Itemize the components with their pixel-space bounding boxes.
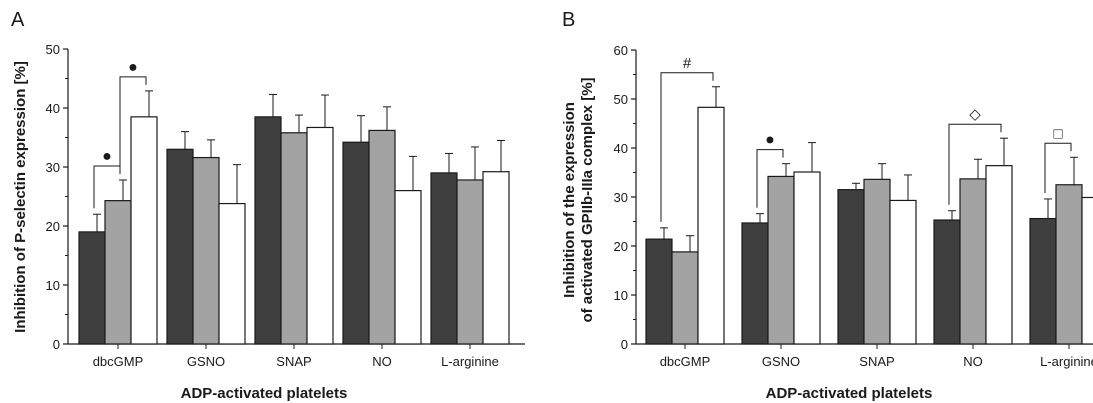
category-label-a: dbcGMP xyxy=(93,354,144,369)
chart-panel-a: 0 10 20 30 40 50 dbcGMP GSNO SNAP NO L-arginine ● ● xyxy=(46,42,525,369)
bar-a xyxy=(394,190,422,345)
category-label-b: dbcGMP xyxy=(660,354,711,369)
bar-a xyxy=(342,141,370,345)
bar-b xyxy=(767,175,795,345)
bar-a xyxy=(482,171,510,345)
bar-a xyxy=(430,172,458,345)
y-tick-label-b: 40 xyxy=(614,141,628,156)
bar-b xyxy=(741,222,769,345)
category-label-b: SNAP xyxy=(859,354,894,369)
significance-marker-b: ◇ xyxy=(969,106,981,123)
bar-a xyxy=(104,200,132,345)
bar-a xyxy=(130,116,158,345)
x-axis-label-a: ADP-activated platelets xyxy=(181,385,348,402)
category-label-b: NO xyxy=(963,354,983,369)
bar-b xyxy=(1081,196,1093,345)
y-tick-label-b: 0 xyxy=(621,337,628,352)
significance-marker-b: □ xyxy=(1053,125,1062,142)
y-tick-label-b: 20 xyxy=(614,239,628,254)
bar-a xyxy=(166,148,194,345)
bar-b xyxy=(863,178,891,345)
bar-b xyxy=(671,251,699,345)
bar-b xyxy=(1029,217,1057,345)
bar-a xyxy=(306,126,334,345)
y-tick-label-a: 40 xyxy=(46,101,60,116)
y-tick-label-a: 10 xyxy=(46,278,60,293)
bar-b xyxy=(985,165,1013,345)
chart-panel-b: 0 10 20 30 40 50 60 dbcGMP GSNO SNAP NO L-arginine #… xyxy=(614,43,1093,369)
y-tick-label-b: 50 xyxy=(614,92,628,107)
significance-marker-b: ● xyxy=(765,132,775,149)
category-label-a: SNAP xyxy=(276,354,311,369)
panel-label-a: A xyxy=(11,9,25,31)
y-tick-label-b: 30 xyxy=(614,190,628,205)
significance-bracket-b xyxy=(756,149,784,208)
bar-b xyxy=(959,178,987,345)
bar-b xyxy=(697,106,725,345)
panel-label-b: B xyxy=(562,9,575,31)
bar-b xyxy=(645,238,673,345)
y-tick-label-a: 50 xyxy=(46,42,60,57)
y-tick-label-a: 30 xyxy=(46,160,60,175)
significance-bracket-b xyxy=(948,123,1002,205)
y-axis-label-b-line1: Inhibition of the expression xyxy=(561,102,578,298)
significance-bracket-b xyxy=(1044,142,1072,193)
bar-b xyxy=(889,199,917,345)
y-tick-label-a: 0 xyxy=(53,337,60,352)
bar-b xyxy=(793,171,821,345)
y-tick-label-b: 60 xyxy=(614,43,628,58)
bar-b xyxy=(837,189,865,345)
y-axis-label-a: Inhibition of P-selectin expression [%] xyxy=(12,61,29,333)
bar-a xyxy=(192,156,220,345)
significance-marker-b: # xyxy=(683,55,692,72)
y-tick-label-b: 10 xyxy=(614,288,628,303)
significance-bracket-a xyxy=(119,76,147,174)
bar-b xyxy=(933,219,961,345)
category-label-a: NO xyxy=(372,354,392,369)
category-label-b: GSNO xyxy=(762,354,800,369)
y-tick-label-a: 20 xyxy=(46,219,60,234)
y-axis-label-b-line2: of activated GPIIb-IIIa complex [%] xyxy=(579,77,596,322)
bar-a xyxy=(456,179,484,345)
significance-marker-a: ● xyxy=(102,148,112,165)
category-label-a: GSNO xyxy=(187,354,225,369)
category-label-a: L-arginine xyxy=(441,354,499,369)
bar-a xyxy=(254,116,282,345)
significance-marker-a: ● xyxy=(128,59,138,76)
bar-a xyxy=(280,132,308,345)
bar-b xyxy=(1055,184,1083,345)
significance-bracket-b xyxy=(660,72,714,222)
x-axis-label-b: ADP-activated platelets xyxy=(766,385,933,402)
bar-a xyxy=(78,231,106,345)
bar-a xyxy=(218,202,246,345)
bar-a xyxy=(368,129,396,345)
category-label-b: L-arginine xyxy=(1040,354,1093,369)
